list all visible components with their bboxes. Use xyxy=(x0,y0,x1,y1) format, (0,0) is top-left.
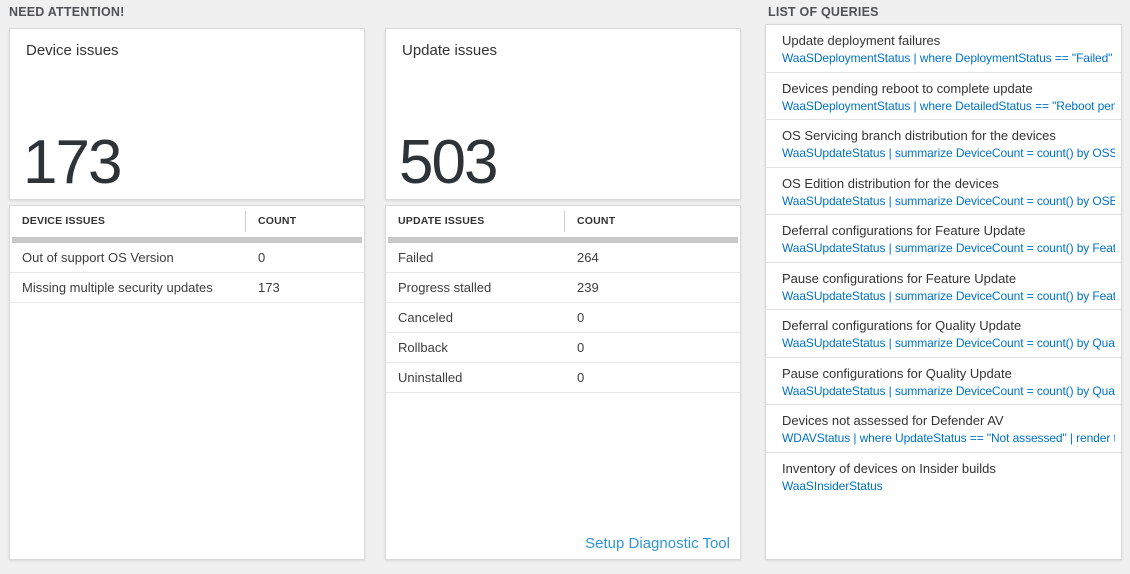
query-item[interactable]: Pause configurations for Quality Update … xyxy=(766,358,1121,405)
query-title: Devices pending reboot to complete updat… xyxy=(782,80,1033,96)
query-title: OS Edition distribution for the devices xyxy=(782,175,999,191)
setup-diagnostic-tool-link[interactable]: Setup Diagnostic Tool xyxy=(585,535,730,552)
query-item[interactable]: OS Edition distribution for the devices … xyxy=(766,168,1121,215)
count-column-header: COUNT xyxy=(577,215,616,227)
table-row[interactable]: Failed 264 xyxy=(386,243,740,273)
row-label: Failed xyxy=(398,250,434,265)
query-item[interactable]: Inventory of devices on Insider builds W… xyxy=(766,453,1121,501)
row-label: Progress stalled xyxy=(398,280,492,295)
list-of-queries-heading: LIST OF QUERIES xyxy=(768,5,879,19)
update-issues-tile[interactable]: Update issues 503 xyxy=(385,28,741,200)
row-count: 173 xyxy=(258,280,280,295)
query-title: Update deployment failures xyxy=(782,33,941,48)
query-item[interactable]: Pause configurations for Feature Update … xyxy=(766,263,1121,310)
row-label: Out of support OS Version xyxy=(22,250,174,265)
update-issues-table-header: UPDATE ISSUES COUNT xyxy=(386,206,740,237)
update-issues-table: UPDATE ISSUES COUNT Failed 264 Progress … xyxy=(385,205,741,560)
query-title: Inventory of devices on Insider builds xyxy=(782,460,996,476)
query-text[interactable]: WaaSUpdateStatus | summarize DeviceCount… xyxy=(782,288,1115,303)
query-item[interactable]: Deferral configurations for Feature Upda… xyxy=(766,215,1121,263)
device-issues-column-header: DEVICE ISSUES xyxy=(10,211,246,232)
query-text[interactable]: WaaSUpdateStatus | summarize DeviceCount… xyxy=(782,336,1115,350)
query-text[interactable]: WaaSUpdateStatus | summarize DeviceCount… xyxy=(782,193,1115,208)
table-row[interactable]: Missing multiple security updates 173 xyxy=(10,273,364,303)
row-count: 0 xyxy=(577,310,585,325)
update-issues-column-header: UPDATE ISSUES xyxy=(386,211,565,232)
query-text[interactable]: WaaSDeploymentStatus | where DeploymentS… xyxy=(782,51,1115,65)
query-item[interactable]: Devices pending reboot to complete updat… xyxy=(766,73,1121,120)
horizontal-scrollbar[interactable] xyxy=(388,237,738,243)
query-item[interactable]: Devices not assessed for Defender AV WDA… xyxy=(766,405,1121,453)
table-row[interactable]: Canceled 0 xyxy=(386,303,740,333)
update-issues-tile-title: Update issues xyxy=(402,42,498,59)
need-attention-heading: NEED ATTENTION! xyxy=(9,5,125,19)
table-row[interactable]: Uninstalled 0 xyxy=(386,363,740,393)
query-title: Pause configurations for Quality Update xyxy=(782,365,1012,381)
row-label: Canceled xyxy=(398,310,453,325)
row-label: Rollback xyxy=(398,340,448,355)
horizontal-scrollbar[interactable] xyxy=(12,237,362,243)
row-count: 239 xyxy=(577,280,599,295)
device-issues-count: 173 xyxy=(23,128,122,197)
query-title: OS Servicing branch distribution for the… xyxy=(782,128,1056,143)
device-issues-tile-title: Device issues xyxy=(26,42,119,59)
query-title: Pause configurations for Feature Update xyxy=(782,270,1017,286)
table-row[interactable]: Out of support OS Version 0 xyxy=(10,243,364,273)
table-row[interactable]: Rollback 0 xyxy=(386,333,740,363)
query-item[interactable]: Update deployment failures WaaSDeploymen… xyxy=(766,25,1121,73)
row-label: Uninstalled xyxy=(398,370,463,385)
query-text[interactable]: WaaSDeploymentStatus | where DetailedSta… xyxy=(782,98,1115,113)
query-title: Deferral configurations for Feature Upda… xyxy=(782,223,1026,238)
device-issues-table-header: DEVICE ISSUES COUNT xyxy=(10,206,364,237)
row-count: 0 xyxy=(258,250,266,265)
row-count: 0 xyxy=(577,370,585,385)
device-issues-table: DEVICE ISSUES COUNT Out of support OS Ve… xyxy=(9,205,365,560)
query-text[interactable]: WaaSUpdateStatus | summarize DeviceCount… xyxy=(782,383,1115,398)
row-count: 0 xyxy=(577,340,585,355)
row-count: 264 xyxy=(577,250,599,265)
row-label: Missing multiple security updates xyxy=(22,280,213,295)
query-text[interactable]: WDAVStatus | where UpdateStatus == "Not … xyxy=(782,431,1115,445)
query-item[interactable]: OS Servicing branch distribution for the… xyxy=(766,120,1121,168)
count-column-header: COUNT xyxy=(258,215,297,227)
query-title: Devices not assessed for Defender AV xyxy=(782,413,1004,428)
list-of-queries-panel: Update deployment failures WaaSDeploymen… xyxy=(765,24,1122,560)
query-text[interactable]: WaaSUpdateStatus | summarize DeviceCount… xyxy=(782,241,1115,255)
query-item[interactable]: Deferral configurations for Quality Upda… xyxy=(766,310,1121,358)
update-issues-count: 503 xyxy=(399,128,498,197)
device-issues-tile[interactable]: Device issues 173 xyxy=(9,28,365,200)
query-text[interactable]: WaaSUpdateStatus | summarize DeviceCount… xyxy=(782,146,1115,160)
table-row[interactable]: Progress stalled 239 xyxy=(386,273,740,303)
query-title: Deferral configurations for Quality Upda… xyxy=(782,318,1022,333)
query-text[interactable]: WaaSInsiderStatus xyxy=(782,478,883,493)
